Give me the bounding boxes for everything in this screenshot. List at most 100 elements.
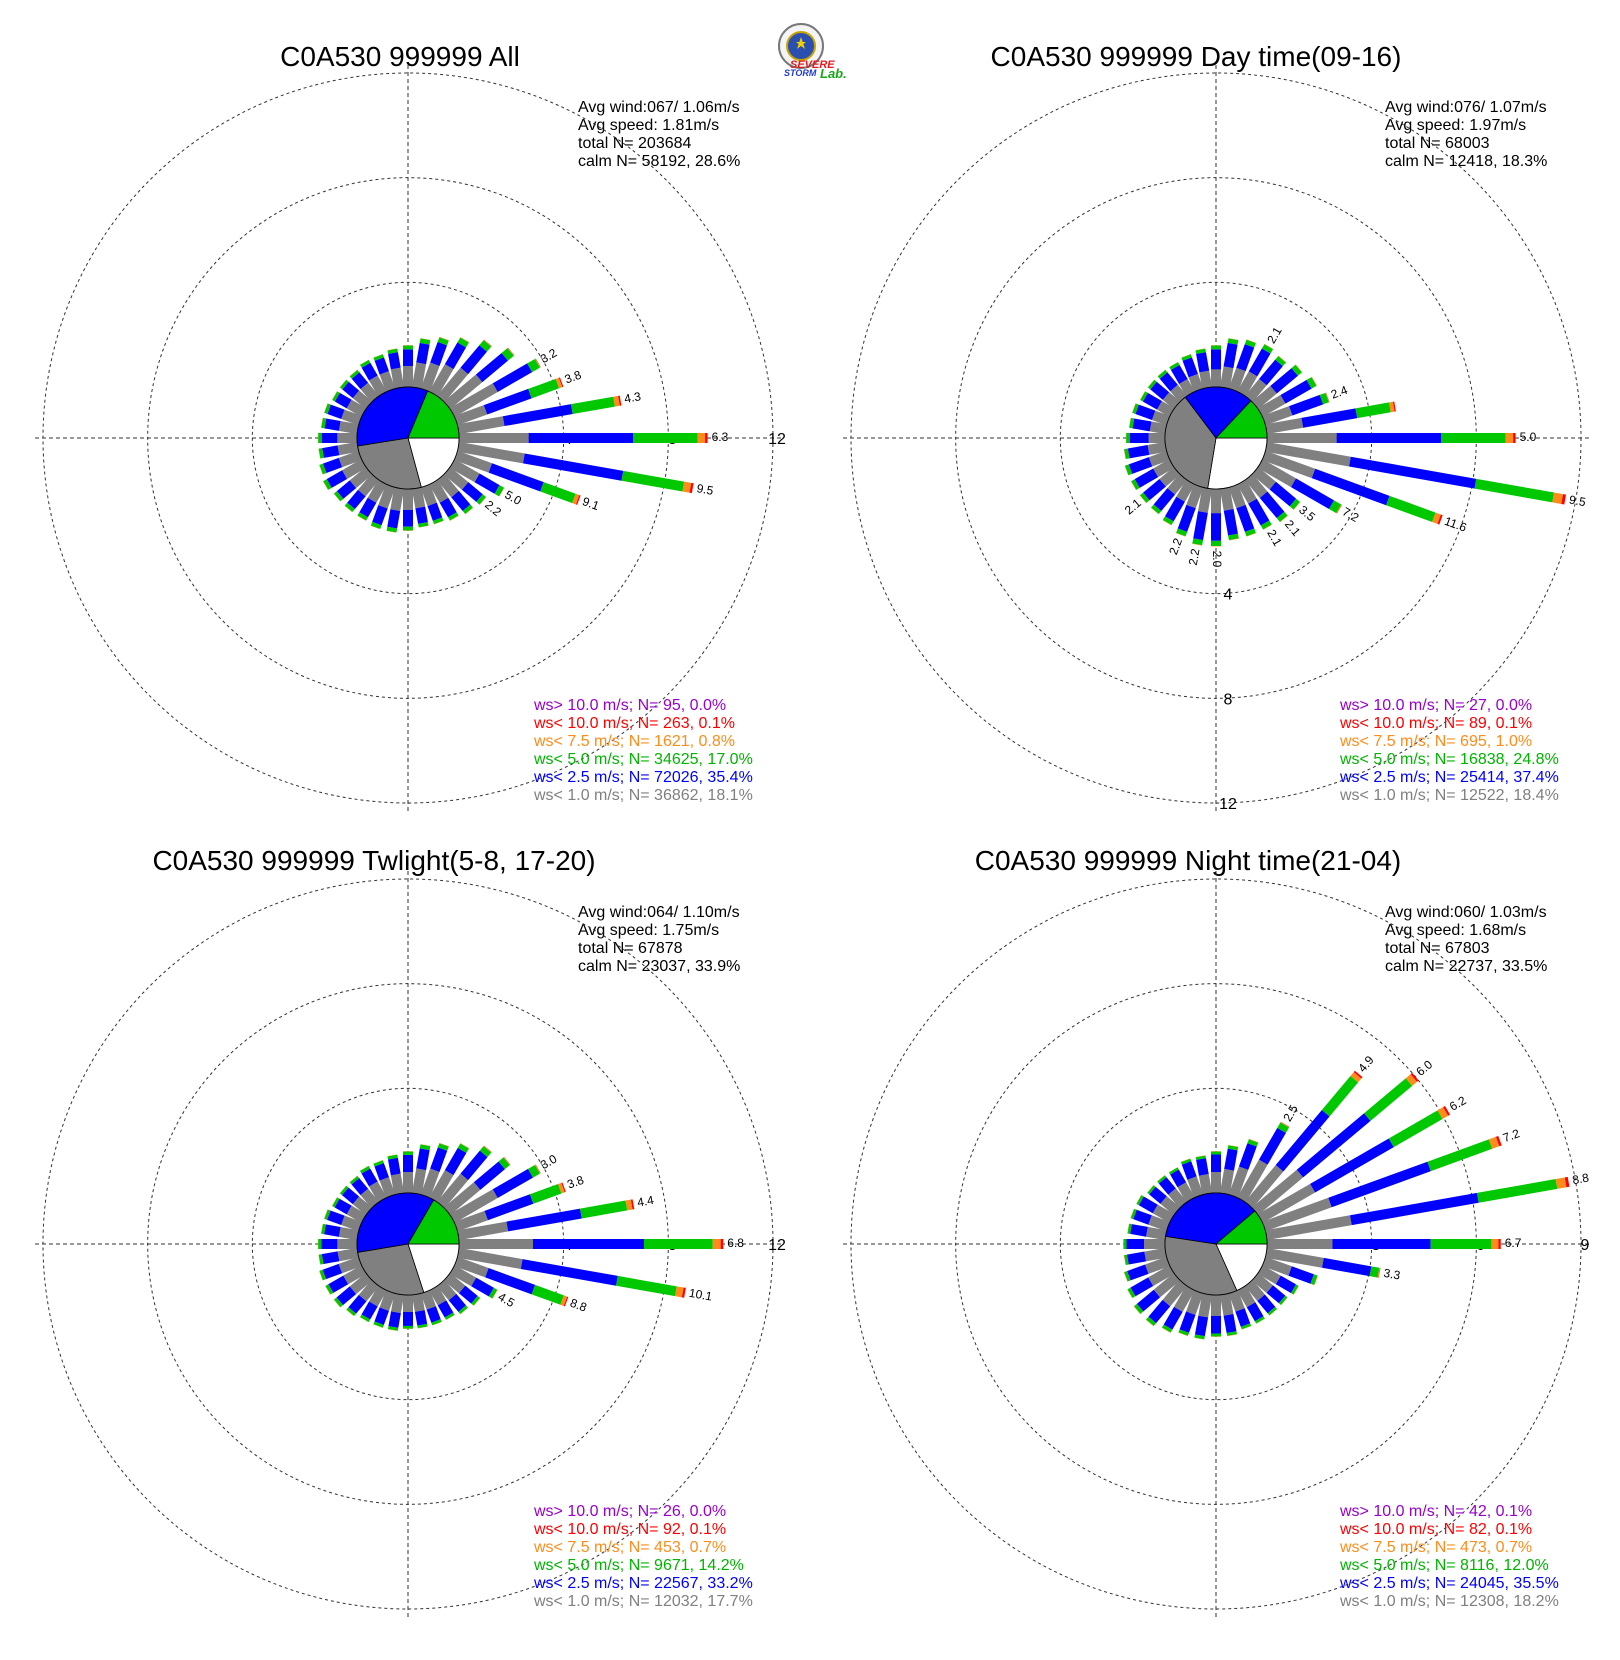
petal-segment <box>528 378 560 399</box>
legend-lt2-5: ws< 2.5 m/s; N= 24045, 35.5% <box>1339 1575 1559 1592</box>
petal-segment <box>502 404 573 427</box>
petal-segment <box>1152 1204 1175 1223</box>
petal-segment <box>485 1268 536 1295</box>
wind-petal <box>1251 364 1303 410</box>
petal-segment <box>325 1285 331 1295</box>
petal-segment <box>1123 1239 1127 1249</box>
wind-petal <box>420 484 444 525</box>
petal-segment <box>1153 1272 1181 1298</box>
petal-value-label: 3.5 <box>1296 503 1318 525</box>
wind-petal <box>1251 466 1301 510</box>
legend-gt10: ws> 10.0 m/s; N= 27, 0.0% <box>1339 697 1532 714</box>
petal-segment <box>1278 355 1287 363</box>
petal-segment <box>360 382 380 403</box>
petal-segment <box>1133 1306 1141 1315</box>
wind-petal <box>1123 441 1167 460</box>
petal-segment <box>1162 516 1174 526</box>
petal-segment <box>432 1321 442 1326</box>
ring-label: 12 <box>768 431 786 448</box>
petal-segment <box>416 342 430 365</box>
legend-lt5: ws< 5.0 m/s; N= 34625, 17.0% <box>533 751 753 768</box>
wind-petal <box>1237 1121 1290 1203</box>
petal-segment <box>1177 1182 1195 1203</box>
wind-petal <box>420 1290 442 1326</box>
petal-segment <box>1248 498 1270 526</box>
petal-segment <box>403 1325 413 1329</box>
petal-segment <box>527 358 540 373</box>
stat-calm-n: calm N= 22737, 33.5% <box>1385 958 1547 975</box>
petal-segment <box>1392 401 1396 412</box>
petal-segment <box>349 369 360 379</box>
petal-segment <box>379 371 396 392</box>
petal-segment <box>411 1168 427 1195</box>
petal-segment <box>417 1326 428 1329</box>
petal-value-label: 4.5 <box>496 1290 518 1311</box>
petal-segment <box>529 1184 562 1204</box>
petal-segment <box>333 1299 341 1308</box>
wind-petal <box>454 1182 566 1232</box>
petal-segment <box>1157 369 1168 379</box>
wind-petal <box>449 1265 498 1299</box>
petal-segment <box>1168 1167 1178 1173</box>
petal-segment <box>1211 1172 1221 1193</box>
petal-segment <box>419 1144 431 1151</box>
petal-segment <box>387 1154 398 1160</box>
petal-value-label: 4.4 <box>636 1193 655 1210</box>
petal-segment <box>373 1324 383 1328</box>
petal-segment <box>580 1200 628 1219</box>
petal-segment <box>1132 403 1139 414</box>
petal-segment <box>1265 1215 1352 1241</box>
petal-segment <box>1228 484 1246 509</box>
petal-segment <box>324 1224 341 1237</box>
petal-segment <box>540 482 576 504</box>
petal-segment <box>448 512 459 521</box>
petal-segment <box>1130 1277 1154 1297</box>
wind-petal <box>1228 1138 1259 1198</box>
petal-segment <box>479 1146 492 1158</box>
petal-segment <box>1211 1295 1221 1316</box>
stat-avg-speed: Avg speed: 1.97m/s <box>1385 117 1526 134</box>
logo-text-severe: SEVERE <box>790 59 835 71</box>
petal-segment <box>570 396 615 415</box>
wind-petal <box>319 450 362 475</box>
petal-segment <box>1219 487 1234 511</box>
petal-segment <box>1194 1334 1205 1340</box>
petal-segment <box>1355 402 1391 419</box>
petal-segment <box>344 505 353 513</box>
petal-segment <box>346 399 367 417</box>
wind-petal <box>1128 417 1167 435</box>
wind-petal <box>1244 473 1288 523</box>
petal-segment <box>528 1164 540 1178</box>
wind-petal <box>319 1256 362 1281</box>
petal-segment <box>534 1164 541 1174</box>
petal-segment <box>434 520 444 525</box>
legend-lt1: ws< 1.0 m/s; N= 12308, 18.2% <box>1339 1593 1559 1610</box>
petal-segment <box>479 340 492 352</box>
wind-petal <box>320 1223 359 1241</box>
wind-petal <box>411 338 431 389</box>
petal-segment <box>1162 520 1172 526</box>
petal-segment <box>318 448 324 459</box>
petal-segment <box>1227 338 1239 345</box>
petal-segment <box>1128 417 1131 428</box>
wind-petal <box>443 466 487 505</box>
petal-segment <box>1211 345 1221 350</box>
wind-petal <box>1257 1265 1299 1295</box>
petal-value-label: 6.0 <box>1413 1057 1435 1079</box>
petal-segment <box>367 479 387 503</box>
petal-segment <box>443 466 469 490</box>
petal-segment <box>321 433 338 443</box>
petal-segment <box>349 1272 373 1295</box>
wind-petal <box>1228 339 1256 392</box>
petal-segment <box>1138 1196 1158 1214</box>
petal-segment <box>1157 369 1166 377</box>
petal-segment <box>1237 1285 1256 1308</box>
stat-calm-n: calm N= 12418, 18.3% <box>1385 153 1547 170</box>
wind-petal <box>436 1279 469 1315</box>
petal-segment <box>374 1163 389 1181</box>
petal-segment <box>1126 1251 1147 1265</box>
petal-segment <box>1377 1267 1381 1278</box>
petal-segment <box>1148 450 1170 467</box>
petal-segment <box>1244 528 1256 537</box>
calm-pie <box>1164 386 1268 490</box>
